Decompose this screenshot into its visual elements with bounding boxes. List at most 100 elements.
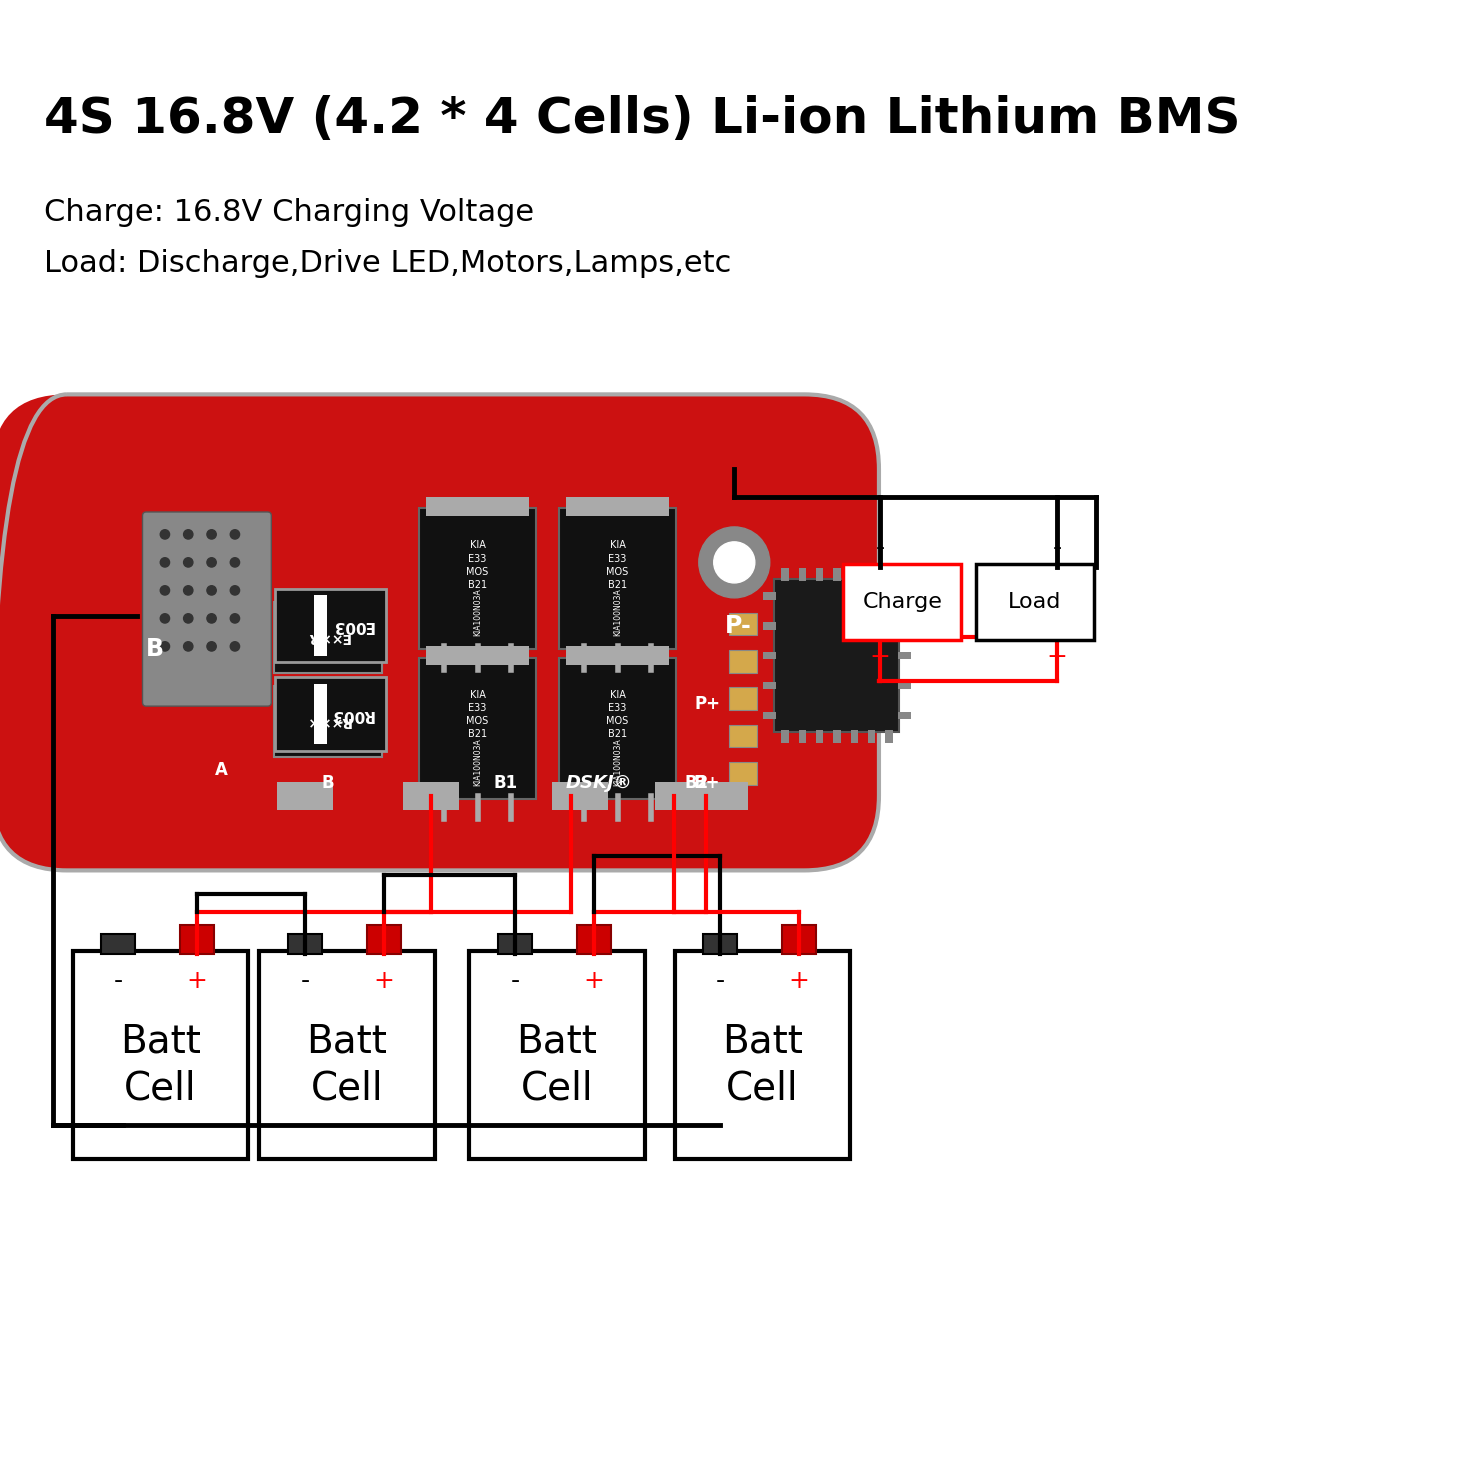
FancyBboxPatch shape: [420, 658, 536, 798]
FancyBboxPatch shape: [674, 951, 849, 1158]
Bar: [704, 933, 737, 954]
Bar: [815, 568, 823, 581]
Text: +: +: [583, 969, 605, 992]
Bar: [655, 782, 711, 810]
Text: -: -: [511, 969, 520, 992]
Text: Charge: 16.8V Charging Voltage: Charge: 16.8V Charging Voltage: [44, 197, 534, 227]
Text: P-: P-: [724, 614, 752, 637]
Circle shape: [208, 642, 216, 651]
Bar: [102, 933, 135, 954]
Text: P+: P+: [695, 695, 720, 714]
Text: E003: E003: [331, 618, 374, 633]
Text: KIA100N03A: KIA100N03A: [614, 589, 623, 636]
Bar: [782, 730, 789, 743]
Bar: [498, 933, 531, 954]
Text: B: B: [322, 774, 334, 792]
FancyBboxPatch shape: [275, 677, 386, 751]
Bar: [427, 498, 528, 515]
FancyBboxPatch shape: [729, 612, 757, 636]
Text: +: +: [789, 969, 810, 992]
Text: KIA
E33
MOS
B21: KIA E33 MOS B21: [606, 540, 629, 590]
Text: A: A: [215, 761, 227, 779]
Text: Batt
Cell: Batt Cell: [517, 1022, 598, 1107]
Text: B: B: [146, 637, 165, 661]
Circle shape: [230, 586, 240, 595]
Bar: [782, 568, 789, 581]
Bar: [577, 924, 611, 954]
FancyBboxPatch shape: [274, 602, 383, 673]
Text: KIA100N03A: KIA100N03A: [473, 589, 483, 636]
Bar: [277, 782, 333, 810]
Circle shape: [160, 558, 169, 567]
Bar: [567, 646, 668, 665]
Circle shape: [230, 558, 240, 567]
FancyBboxPatch shape: [729, 762, 757, 785]
FancyBboxPatch shape: [774, 578, 899, 732]
Text: Load: Load: [1008, 592, 1061, 612]
Text: Load: Discharge,Drive LED,Motors,Lamps,etc: Load: Discharge,Drive LED,Motors,Lamps,e…: [44, 249, 732, 278]
Text: DSKJ®: DSKJ®: [565, 774, 633, 792]
Circle shape: [230, 530, 240, 539]
Circle shape: [208, 530, 216, 539]
Text: Charge: Charge: [863, 592, 942, 612]
Circle shape: [184, 642, 193, 651]
Text: +: +: [870, 645, 891, 668]
Bar: [833, 568, 841, 581]
FancyBboxPatch shape: [559, 508, 677, 649]
Text: +: +: [187, 969, 208, 992]
Bar: [552, 782, 608, 810]
FancyBboxPatch shape: [729, 687, 757, 710]
Bar: [885, 568, 892, 581]
Text: R003: R003: [330, 707, 374, 721]
FancyBboxPatch shape: [559, 658, 677, 798]
FancyBboxPatch shape: [470, 951, 645, 1158]
Bar: [898, 682, 911, 689]
FancyBboxPatch shape: [275, 589, 386, 662]
Text: +: +: [374, 969, 394, 992]
FancyBboxPatch shape: [843, 564, 961, 640]
Circle shape: [160, 614, 169, 623]
FancyBboxPatch shape: [0, 394, 879, 870]
Circle shape: [208, 614, 216, 623]
FancyBboxPatch shape: [976, 564, 1094, 640]
Bar: [289, 933, 322, 954]
Bar: [403, 782, 459, 810]
Text: -: -: [300, 969, 309, 992]
Text: Batt
Cell: Batt Cell: [306, 1022, 387, 1107]
Bar: [762, 623, 776, 630]
Bar: [868, 568, 876, 581]
FancyBboxPatch shape: [729, 724, 757, 748]
Text: E××R: E××R: [306, 630, 350, 645]
Circle shape: [184, 558, 193, 567]
FancyBboxPatch shape: [420, 508, 536, 649]
Bar: [798, 730, 807, 743]
Text: B1: B1: [493, 774, 518, 792]
FancyBboxPatch shape: [72, 951, 247, 1158]
Bar: [762, 712, 776, 720]
Circle shape: [208, 558, 216, 567]
Bar: [783, 924, 815, 954]
Circle shape: [184, 614, 193, 623]
FancyBboxPatch shape: [274, 686, 383, 757]
Circle shape: [184, 530, 193, 539]
Text: B2: B2: [684, 774, 710, 792]
Circle shape: [714, 542, 755, 583]
Text: 4S 16.8V (4.2 * 4 Cells) Li-ion Lithium BMS: 4S 16.8V (4.2 * 4 Cells) Li-ion Lithium …: [44, 96, 1239, 143]
Bar: [762, 592, 776, 599]
Text: KIA
E33
MOS
B21: KIA E33 MOS B21: [467, 540, 489, 590]
FancyBboxPatch shape: [729, 651, 757, 673]
Text: -: -: [1052, 536, 1061, 559]
Circle shape: [699, 527, 770, 598]
Text: Batt
Cell: Batt Cell: [721, 1022, 802, 1107]
Text: KIA100N03A: KIA100N03A: [614, 737, 623, 786]
Circle shape: [230, 642, 240, 651]
Text: -: -: [876, 536, 885, 559]
Bar: [851, 730, 858, 743]
FancyBboxPatch shape: [259, 951, 434, 1158]
Text: KIA100N03A: KIA100N03A: [473, 737, 483, 786]
Bar: [315, 595, 327, 655]
Bar: [427, 646, 528, 665]
Text: +: +: [1047, 645, 1067, 668]
Bar: [898, 623, 911, 630]
Bar: [315, 683, 327, 745]
